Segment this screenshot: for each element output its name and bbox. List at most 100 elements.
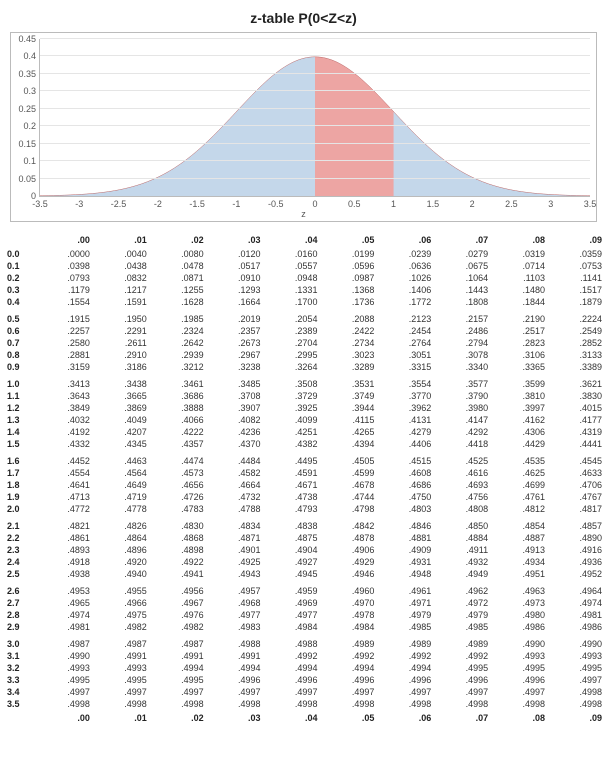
cell: .4981 <box>33 621 90 633</box>
cell: .3508 <box>261 373 318 390</box>
cell: .4906 <box>317 544 374 556</box>
cell: .1554 <box>33 296 90 308</box>
cell: .3907 <box>204 402 261 414</box>
col-footer: .09 <box>545 710 602 724</box>
chart-frame: 00.050.10.150.20.250.30.350.40.45-3.5-3-… <box>10 32 597 222</box>
row-label: 2.6 <box>5 580 33 597</box>
row-label: 1.5 <box>5 438 33 450</box>
cell: .4783 <box>147 503 204 515</box>
cell: .3770 <box>374 390 431 402</box>
plot-area: 00.050.10.150.20.250.30.350.40.45-3.5-3-… <box>39 39 590 197</box>
x-tick-label: -3 <box>75 196 83 209</box>
cell: .4940 <box>90 568 147 580</box>
table-row: 0.0.0000.0040.0080.0120.0160.0199.0239.0… <box>5 248 602 260</box>
cell: .4909 <box>374 544 431 556</box>
row-label: 1.0 <box>5 373 33 390</box>
row-label: 0.1 <box>5 260 33 272</box>
cell: .2123 <box>374 308 431 325</box>
cell: .4772 <box>33 503 90 515</box>
cell: .4998 <box>545 698 602 710</box>
y-tick-label: 0.3 <box>23 86 40 96</box>
cell: .4965 <box>33 597 90 609</box>
row-label: 0.3 <box>5 284 33 296</box>
cell: .4279 <box>374 426 431 438</box>
cell: .0517 <box>204 260 261 272</box>
cell: .4319 <box>545 426 602 438</box>
cell: .4920 <box>90 556 147 568</box>
cell: .4995 <box>545 662 602 674</box>
cell: .4934 <box>488 556 545 568</box>
cell: .4927 <box>261 556 318 568</box>
cell: .0398 <box>33 260 90 272</box>
cell: .4838 <box>261 515 318 532</box>
cell: .4951 <box>488 568 545 580</box>
cell: .4995 <box>90 674 147 686</box>
cell: .4884 <box>431 532 488 544</box>
cell: .4974 <box>545 597 602 609</box>
cell: .1517 <box>545 284 602 296</box>
cell: .4474 <box>147 450 204 467</box>
cell: .1255 <box>147 284 204 296</box>
cell: .4993 <box>33 662 90 674</box>
highlight-area <box>315 57 394 196</box>
cell: .3461 <box>147 373 204 390</box>
cell: .4798 <box>317 503 374 515</box>
cell: .1628 <box>147 296 204 308</box>
cell: .4998 <box>431 698 488 710</box>
cell: .0319 <box>488 248 545 260</box>
cell: .1217 <box>90 284 147 296</box>
cell: .4817 <box>545 503 602 515</box>
x-tick-label: 1 <box>391 196 396 209</box>
row-label: 3.5 <box>5 698 33 710</box>
cell: .0753 <box>545 260 602 272</box>
cell: .4292 <box>431 426 488 438</box>
table-row: 1.6.4452.4463.4474.4484.4495.4505.4515.4… <box>5 450 602 467</box>
cell: .4998 <box>545 686 602 698</box>
cell: .4441 <box>545 438 602 450</box>
cell: .3665 <box>90 390 147 402</box>
cell: .4987 <box>90 633 147 650</box>
cell: .0478 <box>147 260 204 272</box>
cell: .4515 <box>374 450 431 467</box>
cell: .3643 <box>33 390 90 402</box>
y-tick-label: 0.25 <box>18 104 40 114</box>
x-tick-label: 2.5 <box>505 196 518 209</box>
cell: .3531 <box>317 373 374 390</box>
cell: .3729 <box>261 390 318 402</box>
cell: .4049 <box>90 414 147 426</box>
cell: .2642 <box>147 337 204 349</box>
row-label: 0.4 <box>5 296 33 308</box>
cell: .4995 <box>33 674 90 686</box>
cell: .4991 <box>204 650 261 662</box>
cell: .4994 <box>374 662 431 674</box>
table-row: 0.1.0398.0438.0478.0517.0557.0596.0636.0… <box>5 260 602 272</box>
cell: .1406 <box>374 284 431 296</box>
cell: .1368 <box>317 284 374 296</box>
cell: .3849 <box>33 402 90 414</box>
grid-line <box>40 55 590 56</box>
cell: .4964 <box>545 580 602 597</box>
x-tick-label: 0 <box>312 196 317 209</box>
table-row: 2.5.4938.4940.4941.4943.4945.4946.4948.4… <box>5 568 602 580</box>
cell: .1443 <box>431 284 488 296</box>
grid-line <box>40 73 590 74</box>
cell: .4222 <box>147 426 204 438</box>
cell: .4970 <box>317 597 374 609</box>
cell: .4989 <box>317 633 374 650</box>
cell: .4992 <box>317 650 374 662</box>
cell: .3554 <box>374 373 431 390</box>
row-label: 1.3 <box>5 414 33 426</box>
cell: .4236 <box>204 426 261 438</box>
col-header: .03 <box>204 234 261 248</box>
cell: .4943 <box>204 568 261 580</box>
x-tick-label: -2.5 <box>111 196 127 209</box>
y-tick-label: 0.15 <box>18 139 40 149</box>
grid-line <box>40 178 590 179</box>
cell: .4953 <box>33 580 90 597</box>
cell: .4991 <box>147 650 204 662</box>
cell: .1844 <box>488 296 545 308</box>
cell: .4871 <box>204 532 261 544</box>
cell: .2580 <box>33 337 90 349</box>
table-body: 0.0.0000.0040.0080.0120.0160.0199.0239.0… <box>5 248 602 710</box>
cell: .4778 <box>90 503 147 515</box>
